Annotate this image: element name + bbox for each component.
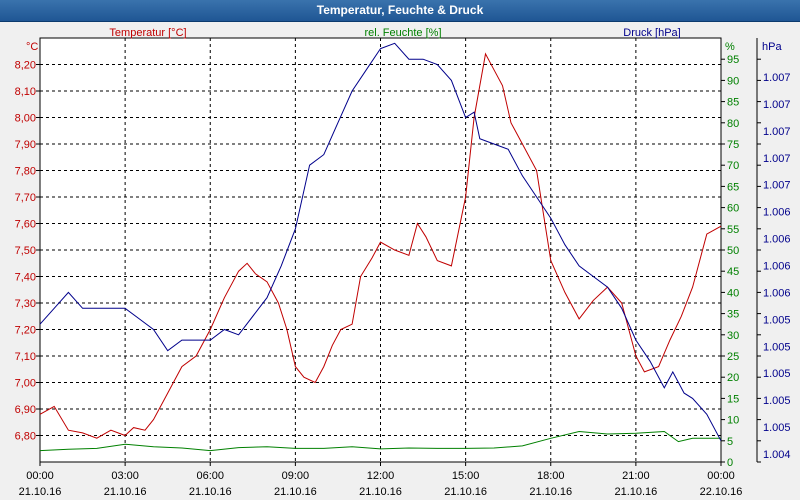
humidity-tick-label: 35 — [727, 309, 739, 321]
humidity-tick-label: 30 — [727, 330, 739, 342]
temperature-axis: 6,80 6,90 7,00 7,10 7,20 7,30 7,40 7,50 7,60 7,70… — [15, 60, 40, 443]
axis-legends: Temperatur [°C] rel. Feuchte [%] Druck [… — [26, 27, 782, 53]
temperature-tick-label: 7,10 — [15, 351, 36, 363]
time-tick-label: 00:00 — [707, 470, 735, 482]
humidity-tick-label: 80 — [727, 118, 739, 130]
humidity-tick-label: 25 — [727, 351, 739, 363]
humidity-tick-label: 40 — [727, 287, 739, 299]
date-tick-label: 21.10.16 — [359, 486, 402, 498]
pressure-tick-label: 1.005 — [763, 314, 791, 326]
time-tick-label: 15:00 — [452, 470, 480, 482]
time-tick-label: 06:00 — [196, 470, 224, 482]
legend-pressure: Druck [hPa] — [623, 27, 680, 39]
line-chart: 6,80 6,90 7,00 7,10 7,20 7,30 7,40 7,50 7,60 7,70… — [15, 27, 791, 498]
humidity-series-line — [39, 430, 721, 452]
legend-temperature: Temperatur [°C] — [109, 27, 186, 39]
chart-title: Temperatur, Feuchte & Druck — [316, 3, 484, 17]
humidity-tick-label: 65 — [727, 181, 739, 193]
pressure-tick-label: 1.005 — [763, 395, 791, 407]
pressure-tick-label: 1.007 — [763, 126, 791, 138]
humidity-tick-label: 10 — [727, 415, 739, 427]
temperature-series-line — [39, 52, 722, 439]
time-axis: 00:00 21.10.16 03:00 21.10.16 06:00 21.10.16 0… — [19, 462, 743, 498]
pressure-tick-label: 1.006 — [763, 207, 791, 219]
temperature-tick-label: 7,70 — [15, 192, 36, 204]
pressure-tick-label: 1.006 — [763, 261, 791, 273]
temperature-tick-label: 8,10 — [15, 86, 36, 98]
humidity-tick-label: 50 — [727, 245, 739, 257]
humidity-tick-label: 45 — [727, 266, 739, 278]
time-tick-label: 03:00 — [111, 470, 139, 482]
humidity-tick-label: 90 — [727, 75, 739, 87]
temperature-unit-label: °C — [26, 41, 38, 53]
temperature-tick-label: 7,60 — [15, 219, 36, 231]
humidity-tick-label: 60 — [727, 203, 739, 215]
humidity-tick-label: 55 — [727, 224, 739, 236]
humidity-tick-label: 5 — [727, 436, 733, 448]
pressure-tick-label: 1.006 — [763, 287, 791, 299]
temperature-tick-label: 8,20 — [15, 60, 36, 72]
humidity-tick-label: 70 — [727, 160, 739, 172]
temperature-tick-label: 7,20 — [15, 325, 36, 337]
date-tick-label: 21.10.16 — [189, 486, 232, 498]
pressure-tick-label: 1.007 — [763, 180, 791, 192]
time-tick-label: 12:00 — [367, 470, 395, 482]
date-tick-label: 21.10.16 — [274, 486, 317, 498]
temperature-tick-label: 8,00 — [15, 113, 36, 125]
chart-title-bar: Temperatur, Feuchte & Druck — [0, 0, 800, 22]
temperature-tick-label: 6,90 — [15, 404, 36, 416]
pressure-tick-label: 1.007 — [763, 99, 791, 111]
pressure-tick-label: 1.007 — [763, 153, 791, 165]
date-tick-label: 22.10.16 — [700, 486, 743, 498]
temperature-tick-label: 7,00 — [15, 378, 36, 390]
legend-humidity: rel. Feuchte [%] — [364, 27, 441, 39]
pressure-tick-label: 1.006 — [763, 234, 791, 246]
date-tick-label: 21.10.16 — [444, 486, 487, 498]
humidity-unit-label: % — [725, 41, 735, 53]
pressure-tick-label: 1.004 — [763, 449, 791, 461]
temperature-tick-label: 7,30 — [15, 298, 36, 310]
time-tick-label: 18:00 — [537, 470, 565, 482]
grid-lines — [40, 38, 721, 462]
pressure-tick-label: 1.005 — [763, 368, 791, 380]
humidity-tick-label: 75 — [727, 139, 739, 151]
humidity-tick-label: 15 — [727, 393, 739, 405]
pressure-series-line — [39, 42, 722, 442]
series-lines — [39, 42, 722, 452]
time-tick-label: 09:00 — [282, 470, 310, 482]
pressure-unit-label: hPa — [762, 41, 782, 53]
date-tick-label: 21.10.16 — [529, 486, 572, 498]
date-tick-label: 21.10.16 — [19, 486, 62, 498]
date-tick-label: 21.10.16 — [104, 486, 147, 498]
pressure-tick-label: 1.005 — [763, 341, 791, 353]
humidity-tick-label: 0 — [727, 457, 733, 469]
date-tick-label: 21.10.16 — [614, 486, 657, 498]
humidity-axis: 0 5 10 15 20 25 30 35 40 45 50 55 60 65 70 75 80 85 90 95 — [721, 54, 739, 469]
pressure-tick-label: 1.005 — [763, 422, 791, 434]
temperature-tick-label: 7,90 — [15, 139, 36, 151]
pressure-axis: 1.004 1.005 1.005 1.005 1.005 1.005 1.006 1.006… — [756, 38, 791, 463]
humidity-tick-label: 85 — [727, 97, 739, 109]
humidity-tick-label: 20 — [727, 372, 739, 384]
temperature-tick-label: 7,80 — [15, 166, 36, 178]
temperature-tick-label: 6,80 — [15, 431, 36, 443]
humidity-tick-label: 95 — [727, 54, 739, 66]
time-tick-label: 00:00 — [26, 470, 54, 482]
temperature-tick-label: 7,40 — [15, 272, 36, 284]
temperature-tick-label: 7,50 — [15, 245, 36, 257]
pressure-tick-label: 1.007 — [763, 72, 791, 84]
time-tick-label: 21:00 — [622, 470, 650, 482]
